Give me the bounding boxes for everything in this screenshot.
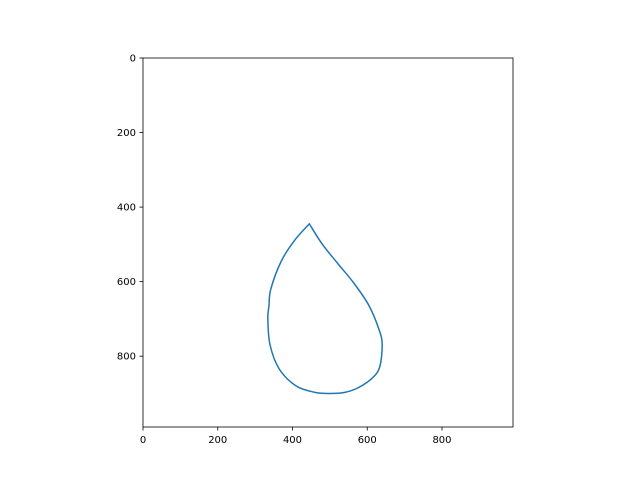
series-line-0	[267, 222, 383, 395]
x-tick-label: 200	[208, 435, 227, 446]
y-tick-label: 800	[117, 352, 136, 363]
plot-area	[142, 57, 514, 428]
y-tick-label: 200	[117, 128, 136, 139]
y-axis: 0 200 400 600 800	[117, 54, 143, 363]
y-tick-label: 400	[117, 203, 136, 214]
x-tick-label: 600	[358, 435, 377, 446]
x-tick-label: 0	[140, 435, 146, 446]
x-tick-label: 800	[432, 435, 451, 446]
y-tick-label: 0	[130, 54, 136, 65]
x-axis: 0 200 400 600 800	[140, 427, 452, 446]
y-tick-label: 600	[117, 277, 136, 288]
x-tick-label: 400	[283, 435, 302, 446]
axes-frame	[142, 57, 514, 428]
series-layer	[267, 222, 383, 395]
